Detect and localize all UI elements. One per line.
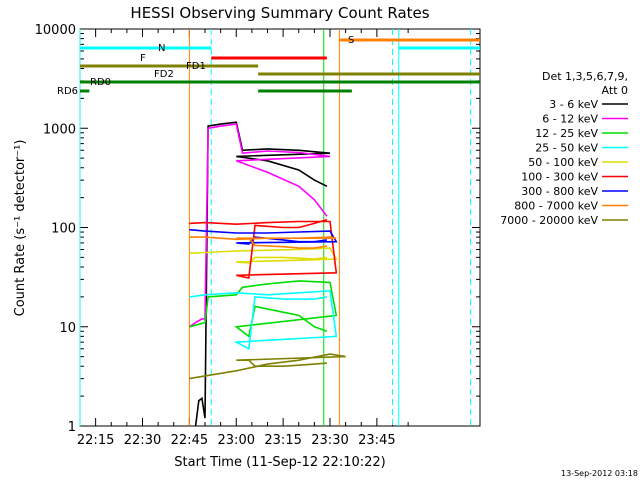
series-line (189, 280, 338, 338)
series-line (188, 123, 331, 328)
legend-header-line-1: Det 1,3,5,6,7,9, (542, 70, 628, 83)
y-tick-label: 10000 (35, 23, 76, 38)
legend-entry-label: 100 - 300 keV (521, 171, 598, 184)
y-tick-label: 1000 (43, 122, 76, 137)
y-axis-label: Count Rate (s⁻¹ detector⁻¹) (13, 140, 28, 317)
y-tick-label: 1 (68, 420, 76, 435)
legend: Det 1,3,5,6,7,9, Att 0 3 - 6 keV 6 - 12 k… (500, 70, 628, 227)
x-tick-label: 23:45 (358, 433, 395, 448)
legend-entry-label: 3 - 6 keV (549, 98, 598, 111)
x-tick-label: 23:00 (218, 433, 255, 448)
legend-entry-label: 12 - 25 keV (535, 127, 598, 140)
x-tick-label: 22:45 (171, 433, 208, 448)
y-tick-label: 10 (59, 321, 76, 336)
flag-bar-label: FD2 (154, 69, 174, 80)
footer-date: 13-Sep-2012 03:18 (561, 469, 638, 478)
x-tick-label: 22:30 (124, 433, 161, 448)
flag-bar-label: S (348, 35, 354, 46)
legend-entry-label: 7000 - 20000 keV (500, 214, 598, 227)
x-tick-label: 23:30 (311, 433, 348, 448)
series-line (189, 247, 338, 264)
legend-entry-label: 800 - 7000 keV (514, 200, 598, 213)
flag-bar-label: FD1 (186, 61, 206, 72)
series-line (189, 289, 338, 351)
series-line (194, 121, 331, 427)
flag-bar-label: F (140, 53, 146, 64)
legend-entry-label: 6 - 12 keV (542, 113, 598, 126)
series-line (189, 228, 338, 245)
series-line (189, 218, 338, 279)
x-axis-label: Start Time (11-Sep-12 22:10:22) (174, 455, 385, 470)
series-line (189, 353, 346, 380)
legend-entry-label: 300 - 800 keV (521, 185, 598, 198)
flag-bar-label: RD0 (90, 77, 111, 88)
x-tick-label: 22:15 (77, 433, 114, 448)
legend-entry-label: 50 - 100 keV (528, 156, 598, 169)
y-tick-label: 100 (51, 222, 76, 237)
legend-header-line-2: Att 0 (602, 84, 628, 97)
legend-entry-label: 25 - 50 keV (535, 142, 598, 155)
x-tick-label: 23:15 (264, 433, 301, 448)
chart-title: HESSI Observing Summary Count Rates (130, 4, 429, 22)
flag-bar-label: RD6 (57, 86, 78, 97)
series-line (189, 236, 337, 249)
flag-bar-label: N (158, 43, 165, 54)
